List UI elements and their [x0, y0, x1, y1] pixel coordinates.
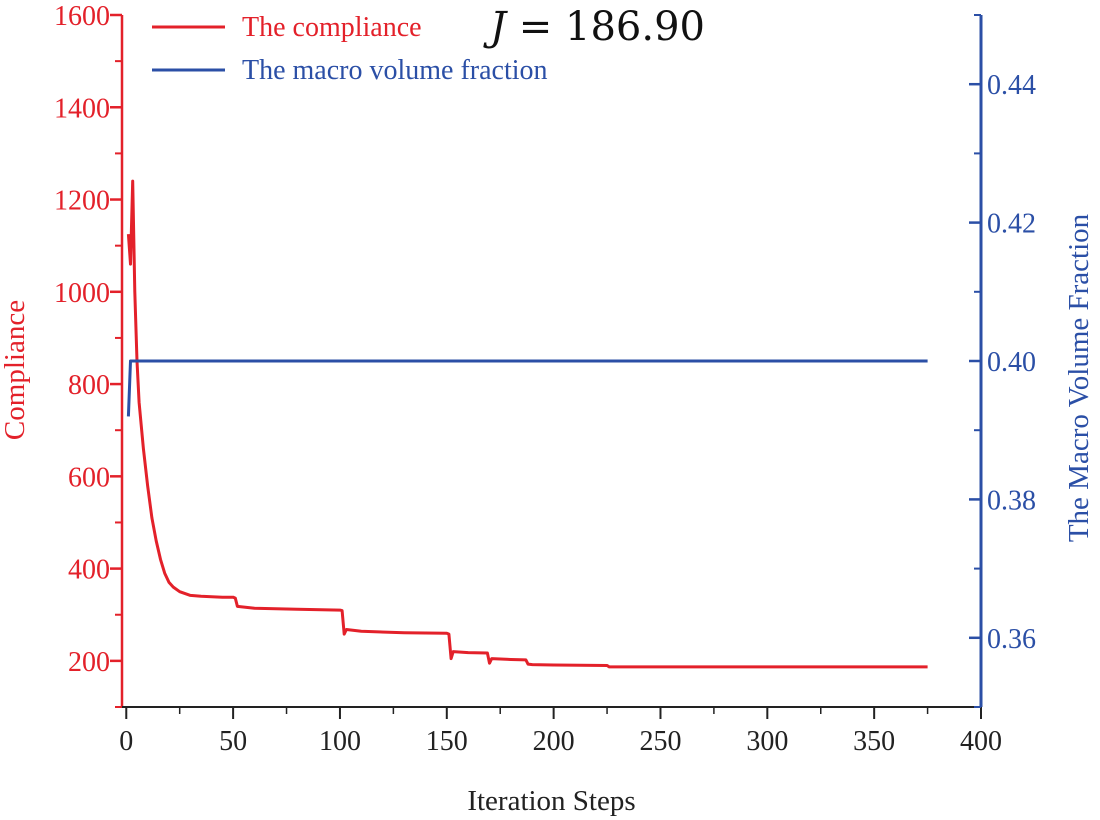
annotation-equals: = — [506, 4, 565, 50]
annotation-j-value: J = 186.90 — [483, 4, 705, 50]
left-tick-label: 200 — [68, 647, 110, 678]
series-lines — [126, 179, 928, 669]
x-tick-label: 100 — [319, 726, 361, 757]
x-tick-label: 0 — [119, 726, 133, 757]
left-tick-label: 800 — [68, 370, 110, 401]
left-tick-label: 1400 — [54, 93, 110, 124]
x-tick-label: 350 — [853, 726, 895, 757]
legend: The compliance The macro volume fraction — [152, 12, 548, 86]
x-tick-label: 250 — [639, 726, 681, 757]
left-axis-title: Compliance — [0, 300, 31, 440]
legend-label-compliance: The compliance — [242, 12, 422, 43]
annotation-symbol: J — [483, 4, 508, 50]
left-tick-label: 1000 — [54, 278, 110, 309]
right-tick-label: 0.40 — [987, 347, 1036, 378]
left-tick-label: 1600 — [54, 1, 110, 32]
left-tick-label: 400 — [68, 555, 110, 586]
left-tick-label: 1200 — [54, 186, 110, 217]
right-axis-title: The Macro Volume Fraction — [1063, 213, 1095, 542]
x-tick-label: 150 — [426, 726, 468, 757]
x-tick-label: 400 — [960, 726, 1002, 757]
x-axis-title: Iteration Steps — [467, 785, 635, 817]
compliance-line — [126, 179, 928, 669]
annotation-number: 186.90 — [565, 4, 705, 50]
volume-fraction-line — [126, 359, 928, 417]
x-tick-label: 50 — [219, 726, 247, 757]
x-tick-label: 200 — [533, 726, 575, 757]
axes — [110, 13, 983, 719]
legend-label-volume: The macro volume fraction — [242, 55, 548, 86]
right-tick-label: 0.38 — [987, 485, 1036, 516]
x-tick-label: 300 — [746, 726, 788, 757]
right-tick-label: 0.42 — [987, 209, 1036, 240]
right-tick-label: 0.36 — [987, 624, 1036, 655]
left-tick-label: 600 — [68, 462, 110, 493]
right-tick-label: 0.44 — [987, 70, 1036, 101]
